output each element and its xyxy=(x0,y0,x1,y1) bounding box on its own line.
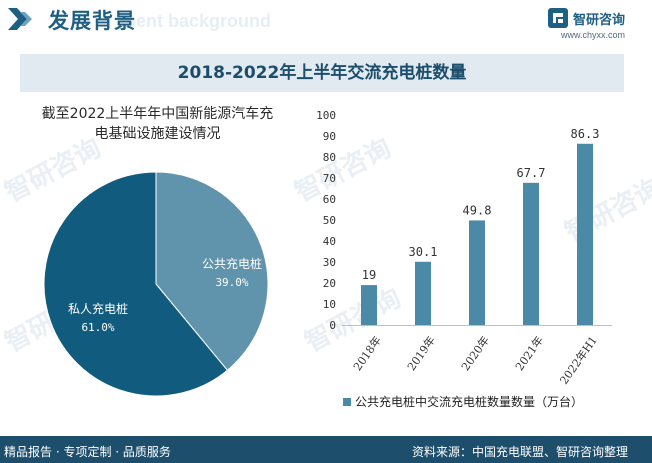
bar-value-label: 49.8 xyxy=(463,203,492,217)
x-tick-label: 2020年 xyxy=(458,333,492,373)
bar xyxy=(577,143,593,325)
brand-url: www.chyxx.com xyxy=(561,30,626,40)
y-tick-label: 60 xyxy=(323,193,336,206)
brand-logo-icon xyxy=(548,8,568,28)
pie-chart-title: 截至2022上半年年中国新能源汽车充电基础设施建设情况 xyxy=(41,106,274,142)
pie-slice-percent: 39.0% xyxy=(215,276,248,289)
y-tick-label: 80 xyxy=(323,151,336,164)
footer-slogan: 精品报告 · 专项定制 · 品质服务 xyxy=(4,445,171,459)
y-tick-label: 50 xyxy=(323,214,336,227)
y-tick-label: 0 xyxy=(329,319,336,332)
legend-label: 公共充电桩中交流充电桩数量数量（万台） xyxy=(355,394,583,409)
pie-slice xyxy=(43,171,229,397)
bar xyxy=(469,220,485,325)
y-tick-label: 20 xyxy=(323,277,336,290)
x-tick-label: 2018年 xyxy=(350,333,384,373)
bar-value-label: 19 xyxy=(362,268,376,282)
y-tick-label: 30 xyxy=(323,256,336,269)
legend-swatch xyxy=(343,398,351,406)
header-ghost-text: ment background xyxy=(120,11,272,31)
brand-logo: 智研咨询 www.chyxx.com xyxy=(547,6,647,42)
pie-slice-label: 公共充电桩 xyxy=(202,256,262,271)
chevron-arrows-icon xyxy=(8,8,32,30)
bar xyxy=(361,285,377,325)
bar xyxy=(523,182,539,325)
bar-chart: 0 10 20 30 40 50 60 70 80 90 100 19 2018年 30.1 2019年 49… xyxy=(316,109,612,409)
y-tick-label: 10 xyxy=(323,298,336,311)
pie-slice xyxy=(155,171,269,372)
header: ment background 发展背景 智研咨询 www.chyxx.com xyxy=(0,0,652,40)
footer-bar: 精品报告 · 专项定制 · 品质服务 资料来源：中国充电联盟、智研咨询整理 xyxy=(0,436,652,463)
page-title: 发展背景 xyxy=(48,9,136,33)
bar-value-label: 67.7 xyxy=(517,166,546,180)
x-tick-label: 2021年 xyxy=(512,333,546,373)
x-tick-label: 2022年H1 xyxy=(557,333,600,387)
x-tick-label: 2019年 xyxy=(404,333,438,373)
y-tick-label: 40 xyxy=(323,235,336,248)
y-tick-label: 100 xyxy=(316,109,336,122)
chart-title: 2018-2022年上半年交流充电桩数量 xyxy=(177,63,467,83)
brand-name: 智研咨询 xyxy=(573,13,626,28)
bar-value-label: 30.1 xyxy=(409,245,438,259)
y-tick-label: 70 xyxy=(323,172,336,185)
pie-slice-label: 私人充电桩 xyxy=(68,301,128,316)
y-tick-label: 90 xyxy=(323,130,336,143)
pie-slice-percent: 61.0% xyxy=(81,321,114,334)
bar xyxy=(415,261,431,325)
pie-chart: 公共充电桩 39.0% 私人充电桩 61.0% xyxy=(43,171,269,397)
chart-title-banner: 2018-2022年上半年交流充电桩数量 xyxy=(20,54,624,92)
footer-source: 资料来源：中国充电联盟、智研咨询整理 xyxy=(412,445,629,459)
bar-value-label: 86.3 xyxy=(571,127,600,141)
